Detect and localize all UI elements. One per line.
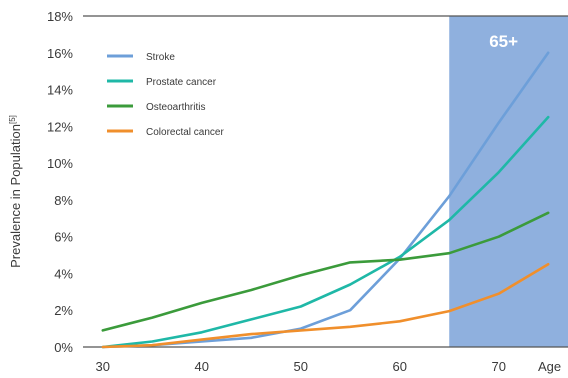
y-axis-label-superscript: [5] <box>8 115 17 124</box>
series-line-osteoarthritis <box>101 211 550 332</box>
age-65-plus-label: 65+ <box>489 32 518 51</box>
y-tick-label: 8% <box>54 193 73 208</box>
age-65-plus-band <box>449 16 568 347</box>
y-tick-label: 18% <box>47 9 73 24</box>
x-tick-label: 50 <box>294 359 308 374</box>
x-tick-label: 60 <box>393 359 407 374</box>
y-tick-label: 14% <box>47 83 73 98</box>
y-tick-label: 2% <box>54 303 73 318</box>
y-tick-label: 6% <box>54 230 73 245</box>
legend-label: Osteoarthritis <box>146 102 205 113</box>
y-tick-label: 16% <box>47 46 73 61</box>
x-axis-label: Age <box>538 359 561 374</box>
y-tick-label: 0% <box>54 340 73 355</box>
legend-label: Stroke <box>146 52 175 63</box>
y-tick-label: 4% <box>54 266 73 281</box>
y-tick-label: 12% <box>47 119 73 134</box>
x-tick-label: 70 <box>491 359 505 374</box>
series-line-prostate-cancer <box>101 115 550 349</box>
y-axis-label-text: Prevalence in Population <box>8 124 23 268</box>
y-axis-label: Prevalence in Population[5] <box>8 115 23 268</box>
x-tick-label: 40 <box>195 359 209 374</box>
y-tick-label: 10% <box>47 156 73 171</box>
legend-label: Colorectal cancer <box>146 127 224 138</box>
x-tick-label: 30 <box>96 359 110 374</box>
legend-label: Prostate cancer <box>146 77 217 88</box>
series-line-colorectal-cancer <box>101 263 550 349</box>
